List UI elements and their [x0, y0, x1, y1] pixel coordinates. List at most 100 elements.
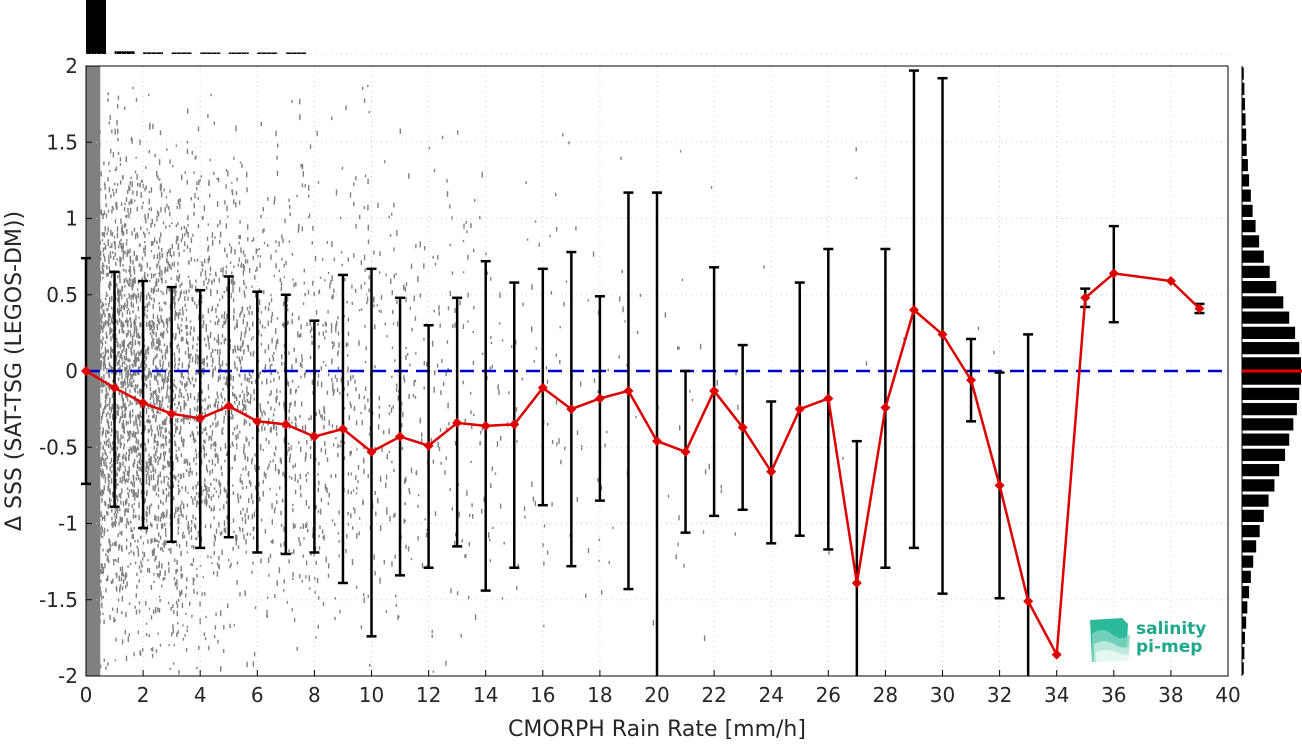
x-tick-label: 18 [587, 683, 612, 707]
data-point-marker [452, 417, 463, 428]
data-point-marker [880, 402, 891, 413]
right-hist-bar [1242, 479, 1275, 492]
data-point-marker [480, 420, 491, 431]
top-hist-bar [171, 52, 192, 54]
right-hist-bar [1242, 281, 1277, 294]
right-hist-bar [1242, 464, 1280, 477]
data-point-marker [1165, 276, 1176, 287]
right-hist-bar [1242, 387, 1300, 400]
data-point-marker [537, 382, 548, 393]
logo-text-pi-mep: pi-mep [1136, 637, 1203, 657]
x-tick-label: 32 [987, 683, 1012, 707]
data-point-marker [280, 419, 291, 430]
x-tick-label: 40 [1215, 683, 1240, 707]
x-tick-label: 34 [1044, 683, 1069, 707]
data-point-marker [709, 385, 720, 396]
data-point-marker [1051, 649, 1062, 660]
x-tick-label: 22 [701, 683, 726, 707]
right-hist-bar [1242, 326, 1296, 339]
right-hist-bar [1242, 586, 1250, 599]
right-histogram [1241, 66, 1302, 676]
right-hist-bar [1242, 433, 1290, 446]
data-point-marker [138, 398, 149, 409]
right-hist-bar [1242, 296, 1284, 309]
data-point-marker [395, 431, 406, 442]
data-point-marker [252, 416, 263, 427]
data-point-marker [823, 393, 834, 404]
right-hist-bar [1242, 342, 1300, 355]
y-tick-label: -1.5 [39, 588, 78, 612]
right-hist-bar [1242, 98, 1245, 111]
data-series [81, 69, 1228, 676]
data-point-marker [594, 393, 605, 404]
right-hist-bar [1242, 509, 1264, 522]
data-point-marker [794, 404, 805, 415]
right-hist-bar [1242, 204, 1253, 217]
top-hist-bar [114, 51, 135, 54]
data-point-marker [680, 446, 691, 457]
y-tick-label: 1.5 [46, 130, 78, 154]
x-tick-label: 12 [416, 683, 441, 707]
x-tick-label: 2 [137, 683, 150, 707]
right-hist-bar [1242, 174, 1250, 187]
y-tick-label: 0 [65, 359, 78, 383]
top-histogram [86, 0, 1228, 55]
top-hist-bar [285, 52, 306, 54]
right-hist-bar [1242, 67, 1244, 80]
right-hist-bar [1242, 525, 1260, 538]
data-point-marker [423, 440, 434, 451]
right-hist-bar [1242, 311, 1290, 324]
data-point-marker [737, 422, 748, 433]
data-point-marker [1080, 292, 1091, 303]
data-point-marker [652, 436, 662, 447]
x-tick-label: 10 [359, 683, 384, 707]
data-point-marker [81, 366, 91, 376]
data-point-marker [195, 413, 206, 424]
y-tick-label: -2 [58, 664, 78, 688]
right-hist-bar [1242, 616, 1247, 629]
right-hist-bar [1242, 220, 1256, 233]
right-hist-bar [1242, 235, 1260, 248]
right-hist-bar [1242, 159, 1248, 172]
data-point-marker [223, 401, 234, 412]
data-point-marker [966, 375, 977, 386]
x-tick-label: 4 [194, 683, 207, 707]
x-tick-label: 26 [816, 683, 841, 707]
data-point-marker [937, 329, 948, 340]
data-point-marker [623, 385, 634, 396]
right-hist-bar [1242, 265, 1270, 278]
right-hist-bar [1242, 494, 1269, 507]
y-tick-label: -0.5 [39, 435, 78, 459]
y-tick-label: 1 [65, 207, 78, 231]
data-point-marker [509, 419, 520, 430]
x-tick-label: 30 [930, 683, 955, 707]
data-point-marker [309, 431, 320, 442]
logo-wave-icon [1090, 618, 1130, 662]
data-point-marker [366, 446, 377, 457]
x-tick-label: 6 [251, 683, 264, 707]
axes: 0 2 4 6 8 10 12 14 16 18 20 22 24 26 28 30 32 34 36 38 40-2-… [39, 54, 1241, 707]
right-hist-bar [1242, 403, 1297, 416]
right-hist-bar [1242, 189, 1251, 202]
x-tick-label: 36 [1101, 683, 1126, 707]
x-tick-label: 24 [758, 683, 783, 707]
x-axis-label: CMORPH Rain Rate [mm/h] [508, 717, 806, 742]
logo-text-salinity: salinity [1136, 619, 1207, 639]
top-hist-bar [228, 52, 249, 54]
x-tick-label: 20 [644, 683, 669, 707]
right-hist-bar [1242, 357, 1301, 370]
top-hist-bar [86, 0, 106, 54]
right-hist-bar [1242, 372, 1301, 385]
data-point-marker [1108, 268, 1119, 279]
data-point-marker [1194, 303, 1205, 314]
y-tick-label: 0.5 [46, 283, 78, 307]
right-hist-bar [1242, 113, 1246, 126]
x-tick-label: 8 [308, 683, 321, 707]
data-point-marker [994, 480, 1005, 491]
top-hist-bar [257, 52, 278, 54]
x-tick-label: 16 [530, 683, 555, 707]
right-hist-bar [1242, 82, 1245, 95]
x-tick-label: 38 [1158, 683, 1183, 707]
right-hist-bar [1242, 662, 1244, 675]
